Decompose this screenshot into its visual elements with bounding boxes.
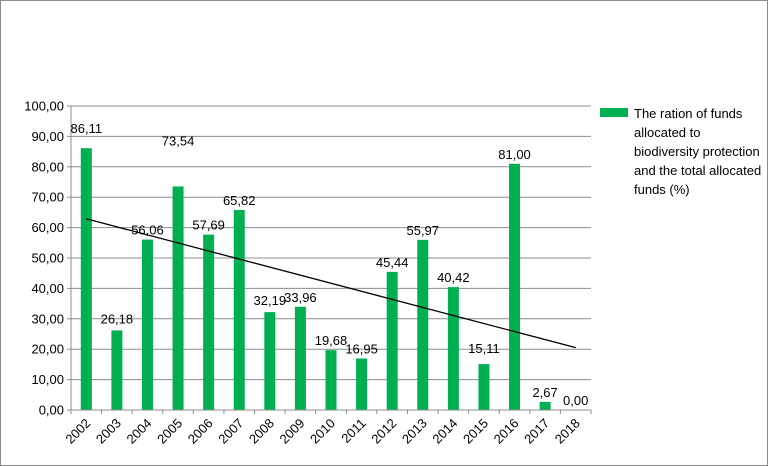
data-label-2010: 19,68 <box>315 333 348 348</box>
y-tick-label: 100,00 <box>24 99 64 114</box>
data-label-2014: 40,42 <box>437 270 470 285</box>
data-label-2004: 56,06 <box>131 223 164 238</box>
x-tick-label-2018: 2018 <box>552 416 583 447</box>
axes <box>67 105 592 414</box>
bars <box>80 148 551 411</box>
trendline-layer <box>86 218 576 349</box>
bar-2017 <box>539 401 551 410</box>
y-tick-label: 40,00 <box>31 281 64 296</box>
data-label-2002: 86,11 <box>71 121 103 136</box>
bar-2002 <box>80 148 92 411</box>
y-tick-label: 0,00 <box>39 403 64 418</box>
trendline <box>86 218 576 349</box>
data-label-2016: 81,00 <box>498 147 531 162</box>
bar-2008 <box>264 312 276 410</box>
legend-entry-label: The ration of funds allocated to biodive… <box>634 106 762 197</box>
x-tick-label-2004: 2004 <box>124 416 155 447</box>
x-tick-label-2008: 2008 <box>246 416 277 447</box>
data-labels: 86,11 26,18 56,06 73,54 57,69 65,82 32,1933,96… <box>71 121 589 408</box>
x-tick-label-2013: 2013 <box>399 416 430 447</box>
x-tick-label-2010: 2010 <box>307 416 338 447</box>
data-label-2005: 73,54 <box>162 133 195 148</box>
x-tick-label-2009: 2009 <box>276 416 307 447</box>
y-tick-labels: 0,00 10,00 20,00 30,00 40,00 50,00 60,00 70,00 8… <box>24 99 64 418</box>
x-tick-label-2002: 2002 <box>62 416 93 447</box>
x-tick-label-2017: 2017 <box>521 416 552 447</box>
bar-2011 <box>356 358 368 410</box>
x-tick-label-2015: 2015 <box>460 416 491 447</box>
legend-swatch <box>600 108 628 117</box>
y-tick-label: 10,00 <box>31 372 64 387</box>
data-label-2008: 32,19 <box>254 293 287 308</box>
data-label-2018: 0,00 <box>563 393 588 408</box>
y-tick-label: 80,00 <box>31 159 64 174</box>
bar-2014 <box>447 287 459 410</box>
x-tick-label-2011: 2011 <box>338 416 368 446</box>
y-tick-label: 50,00 <box>31 251 64 266</box>
y-tick-label: 90,00 <box>31 129 64 144</box>
x-tick-label-2005: 2005 <box>154 416 185 447</box>
bar-2006 <box>203 234 215 410</box>
bar-2005 <box>172 186 184 410</box>
data-label-2013: 55,97 <box>406 223 439 238</box>
y-tick-label: 70,00 <box>31 190 64 205</box>
data-label-2012: 45,44 <box>376 255 409 270</box>
data-label-2017: 2,67 <box>532 385 557 400</box>
data-label-2006: 57,69 <box>192 218 225 233</box>
x-tick-label-2016: 2016 <box>491 416 522 447</box>
bar-2012 <box>386 271 398 410</box>
bar-2007 <box>233 209 245 410</box>
gridlines <box>71 105 591 381</box>
bar-2015 <box>478 364 490 410</box>
data-label-2007: 65,82 <box>223 193 256 208</box>
x-tick-label-2006: 2006 <box>185 416 216 447</box>
x-tick-labels: 2002 2003 2004 2005 2006 2007 2008 2009 2010 2011… <box>62 416 582 447</box>
bar-2016 <box>509 163 521 410</box>
bar-2010 <box>325 350 337 410</box>
y-tick-label: 60,00 <box>31 220 64 235</box>
bar-2013 <box>417 239 429 410</box>
data-label-2009: 33,96 <box>284 290 317 305</box>
data-label-2011: 16,95 <box>345 341 378 356</box>
x-tick-label-2003: 2003 <box>93 416 124 447</box>
data-label-2003: 26,18 <box>101 311 134 326</box>
y-tick-label: 20,00 <box>31 342 64 357</box>
y-tick-label: 30,00 <box>31 311 64 326</box>
bar-2003 <box>111 330 123 410</box>
bar-2009 <box>294 306 306 410</box>
bar-2004 <box>141 239 153 410</box>
x-tick-label-2014: 2014 <box>429 416 460 447</box>
data-label-2015: 15,11 <box>468 341 500 356</box>
x-tick-label-2007: 2007 <box>215 416 246 447</box>
x-tick-label-2012: 2012 <box>368 416 399 447</box>
